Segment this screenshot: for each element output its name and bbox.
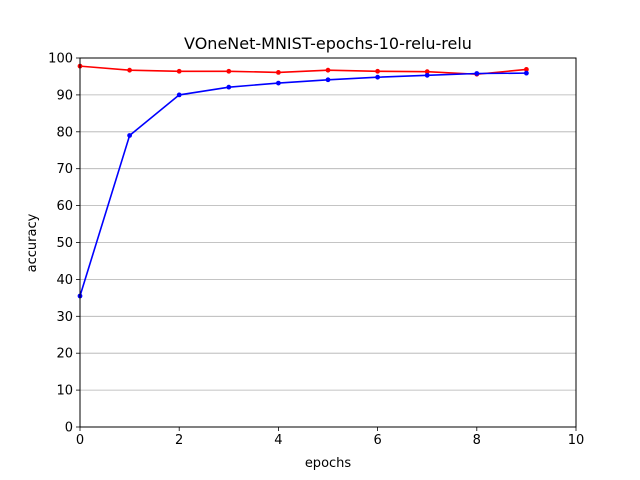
- y-axis: 0 10 20 30 40 50 60 70 80 90 100: [48, 52, 80, 436]
- data-point-blue-2: [176, 92, 182, 98]
- data-point-blue-5: [325, 77, 331, 83]
- x-tick-label-8: 8: [473, 433, 481, 448]
- y-axis-label: accuracy: [25, 213, 40, 272]
- x-tick-label-6: 6: [373, 433, 381, 448]
- data-point-blue-3: [226, 84, 232, 90]
- series-line-red: [79, 65, 527, 76]
- x-tick-label-0: 0: [76, 433, 84, 448]
- data-point-red-7: [424, 69, 430, 75]
- series-layer: [77, 63, 529, 299]
- data-point-red-5: [325, 67, 331, 73]
- data-point-red-9: [524, 67, 529, 72]
- x-tick-label-2: 2: [175, 433, 183, 448]
- data-point-blue-6: [375, 74, 380, 80]
- data-point-blue-8: [474, 71, 480, 76]
- data-point-red-2: [176, 68, 182, 74]
- data-point-red-1: [127, 67, 132, 73]
- data-point-blue-7: [424, 72, 430, 78]
- y-tick-label-30: 30: [56, 310, 73, 325]
- y-tick-label-40: 40: [56, 273, 73, 288]
- x-tick-label-10: 10: [568, 433, 585, 448]
- y-tick-label-50: 50: [56, 236, 73, 251]
- y-tick-label-80: 80: [56, 125, 73, 140]
- data-point-blue-9: [524, 70, 529, 76]
- data-point-blue-1: [127, 133, 132, 138]
- x-axis: 0 2 4 6 8 10: [76, 427, 584, 448]
- y-tick-label-0: 0: [65, 421, 73, 436]
- y-tick-label-70: 70: [56, 162, 73, 177]
- y-tick-label-20: 20: [56, 347, 73, 362]
- data-point-blue-4: [276, 80, 281, 86]
- data-point-red-3: [226, 68, 232, 74]
- y-tick-label-90: 90: [56, 88, 73, 103]
- x-axis-label: epochs: [305, 456, 352, 471]
- y-tick-label-100: 100: [48, 52, 73, 67]
- chart-title: VOneNet-MNIST-epochs-10-relu-relu: [184, 34, 472, 53]
- y-tick-label-10: 10: [56, 384, 73, 399]
- x-tick-label-4: 4: [274, 433, 282, 448]
- y-tick-label-60: 60: [56, 199, 73, 214]
- series-line-blue: [79, 72, 527, 297]
- data-point-red-4: [276, 69, 281, 75]
- data-point-red-6: [375, 68, 380, 74]
